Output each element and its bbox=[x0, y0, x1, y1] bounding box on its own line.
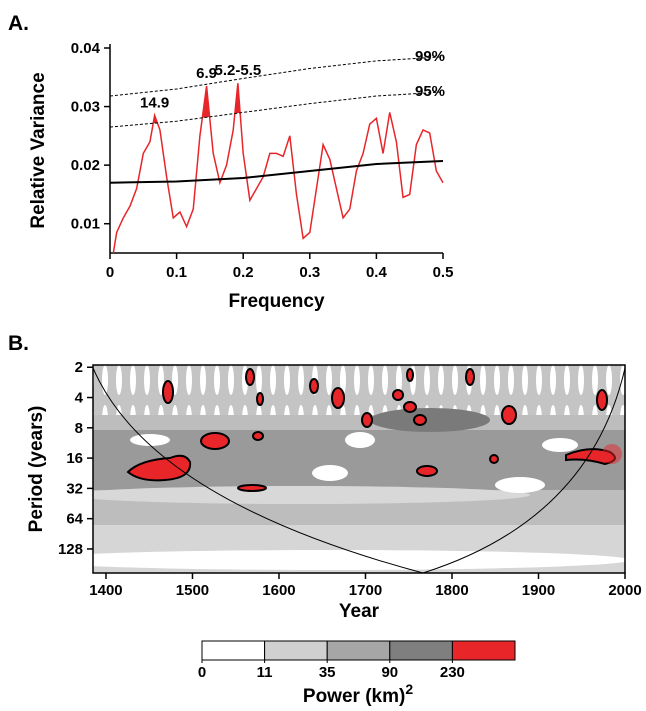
x-tick-label: 0.2 bbox=[233, 264, 254, 281]
colorbar-label: 90 bbox=[381, 664, 398, 681]
panel-label: A. bbox=[8, 12, 29, 35]
x-tick-label: 1900 bbox=[522, 582, 555, 599]
series-line bbox=[109, 56, 444, 97]
x-tick-label: 0.1 bbox=[166, 264, 187, 281]
colorbar-label: 0 bbox=[198, 664, 206, 681]
cone-of-influence bbox=[93, 367, 625, 573]
colorbar-label: 11 bbox=[257, 664, 273, 681]
colorbar-label: 230 bbox=[440, 664, 465, 681]
colorbar-title-sup: 2 bbox=[405, 681, 413, 697]
field-dark bbox=[370, 408, 490, 432]
series-label: 95% bbox=[415, 83, 445, 100]
field-light bbox=[93, 486, 530, 504]
panel-b: B. 2 4 8 16 32 64 128 1400 1500 1600 1700 1800 1900 20… bbox=[8, 332, 642, 622]
wavelet-field bbox=[93, 365, 625, 573]
x-tick-label: 1400 bbox=[89, 582, 122, 599]
y-tick-label: 32 bbox=[66, 480, 83, 497]
colorbar-label: 35 bbox=[319, 664, 336, 681]
panel-label: B. bbox=[8, 332, 29, 355]
y-axis-title: Relative Variance bbox=[28, 72, 49, 228]
colorbar: 0 11 35 90 230 Power (km)2 bbox=[198, 640, 516, 707]
x-tick-label: 0.3 bbox=[299, 264, 320, 281]
series-line bbox=[109, 160, 444, 184]
y-tick-label: 4 bbox=[75, 390, 84, 407]
plot-frame bbox=[92, 364, 626, 574]
colorbar-box bbox=[201, 640, 266, 661]
field-white bbox=[542, 438, 578, 452]
x-tick-label: 2000 bbox=[608, 582, 641, 599]
x-tick-label: 1700 bbox=[349, 582, 382, 599]
y-tick-label: 128 bbox=[58, 541, 83, 558]
series-line bbox=[109, 91, 444, 128]
y-axis-title: Period (years) bbox=[26, 406, 47, 533]
field-white bbox=[345, 432, 375, 448]
panel-a: A. 0.01 0.02 0.03 0.04 0 0.1 0.2 0.3 0.4 0.5 Freque… bbox=[8, 12, 453, 312]
colorbar-box bbox=[389, 640, 453, 661]
field-white bbox=[495, 477, 545, 493]
y-tick-label: 2 bbox=[75, 359, 83, 376]
y-tick-label: 16 bbox=[66, 450, 83, 467]
x-tick-label: 0.4 bbox=[366, 264, 388, 281]
y-tick-label: 0.03 bbox=[71, 99, 100, 116]
y-tick-label: 0.02 bbox=[71, 157, 100, 174]
peak-label: 14.9 bbox=[140, 94, 169, 111]
red-contour bbox=[602, 444, 622, 464]
field-white bbox=[93, 550, 625, 570]
y-tick-label: 64 bbox=[66, 511, 83, 528]
x-tick-label: 0.5 bbox=[433, 264, 454, 281]
x-tick-label: 0 bbox=[106, 264, 114, 281]
colorbar-box bbox=[326, 640, 391, 661]
colorbar-title-text: Power (km) bbox=[303, 686, 405, 707]
x-tick-label: 1500 bbox=[176, 582, 209, 599]
field-stripes bbox=[93, 365, 625, 415]
colorbar-box bbox=[451, 640, 516, 661]
red-contours bbox=[126, 368, 616, 492]
series-line bbox=[112, 83, 444, 254]
y-tick-label: 0.04 bbox=[71, 40, 101, 57]
colorbar-title: Power (km)2 bbox=[303, 681, 413, 707]
x-axis-title: Year bbox=[339, 601, 380, 622]
field-white bbox=[130, 434, 170, 446]
field-white bbox=[312, 465, 348, 481]
x-tick-label: 1800 bbox=[435, 582, 468, 599]
y-tick-label: 8 bbox=[75, 420, 83, 437]
x-tick-label: 1600 bbox=[262, 582, 295, 599]
series-label: 99% bbox=[415, 48, 445, 65]
peak-label: 6.9 bbox=[196, 65, 217, 82]
colorbar-box bbox=[264, 640, 328, 661]
y-tick-label: 0.01 bbox=[71, 216, 100, 233]
peak-label: 5.2-5.5 bbox=[215, 62, 262, 79]
x-axis-title: Frequency bbox=[228, 291, 325, 312]
